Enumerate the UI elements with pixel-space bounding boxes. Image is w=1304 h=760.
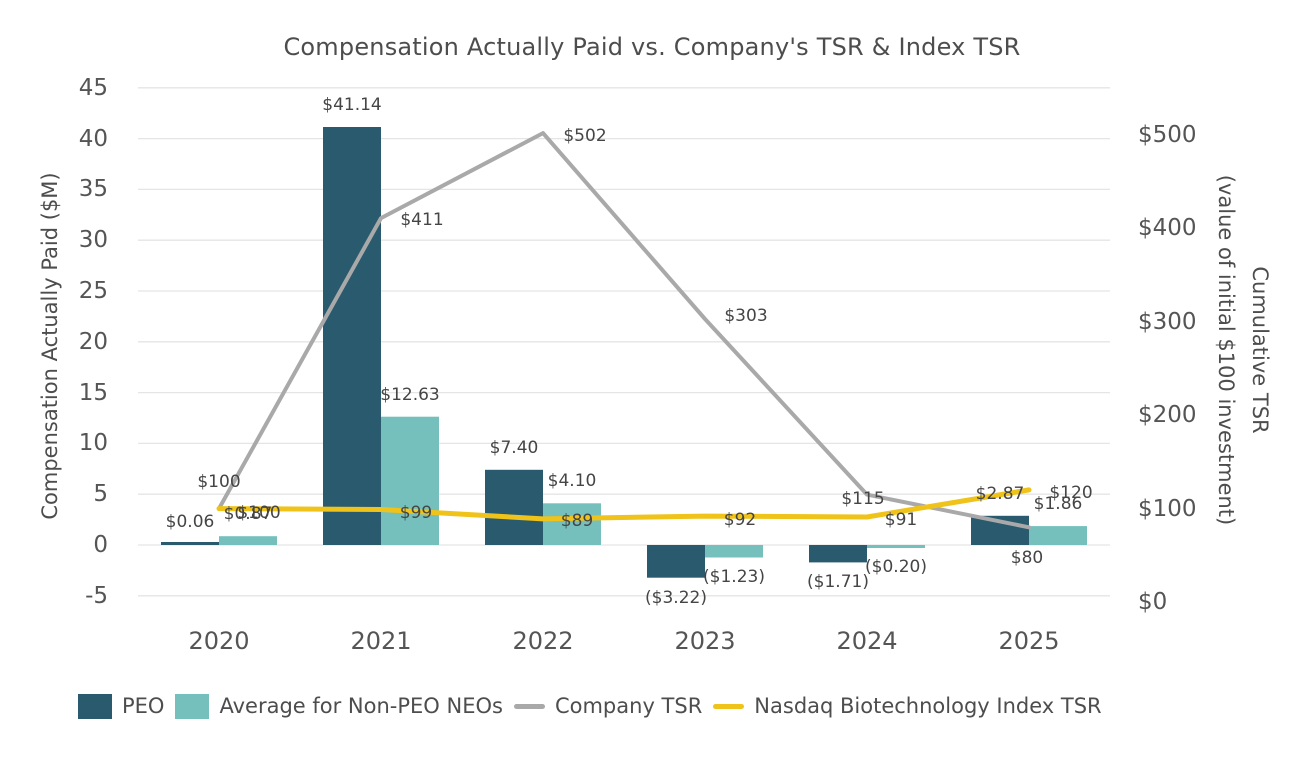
bar-average-for-non-peo-neos-2021 [381,416,439,545]
legend-label: Nasdaq Biotechnology Index TSR [754,694,1102,718]
legend-item-average-for-non-peo-neos: Average for Non-PEO NEOs [175,693,503,719]
legend-label: Average for Non-PEO NEOs [219,694,503,718]
bar-average-for-non-peo-neos-2024 [867,545,925,548]
bar-average-for-non-peo-neos-2025 [1029,526,1087,545]
legend: PEO Average for Non-PEO NEOs Company TSR Na… [78,691,1102,721]
chart-title: Compensation Actually Paid vs. Company's… [283,33,1021,61]
bar-average-for-non-peo-neos-2023 [705,545,763,558]
bar-peo-2020 [161,542,219,545]
legend-line-icon [713,703,745,709]
legend-swatch-icon [78,693,112,719]
line-company-tsr [217,131,1031,530]
bar-average-for-non-peo-neos-2020 [219,536,277,545]
line-nasdaq-biotechnology-index-tsr [216,487,1032,522]
legend-label: PEO [122,694,165,718]
bar-average-for-non-peo-neos-2022 [543,503,601,545]
legend-item-company-tsr: Company TSR [513,694,703,718]
legend-swatch-icon [175,693,210,719]
bar-peo-2023 [647,545,705,578]
bar-peo-2021 [323,127,381,545]
legend-item-peo: PEO [78,693,165,719]
legend-item-nasdaq-biotechnology-index-tsr: Nasdaq Biotechnology Index TSR [713,694,1102,718]
bar-peo-2022 [485,469,543,545]
legend-label: Company TSR [554,694,703,718]
bar-peo-2024 [809,545,867,563]
legend-line-icon [513,703,545,709]
